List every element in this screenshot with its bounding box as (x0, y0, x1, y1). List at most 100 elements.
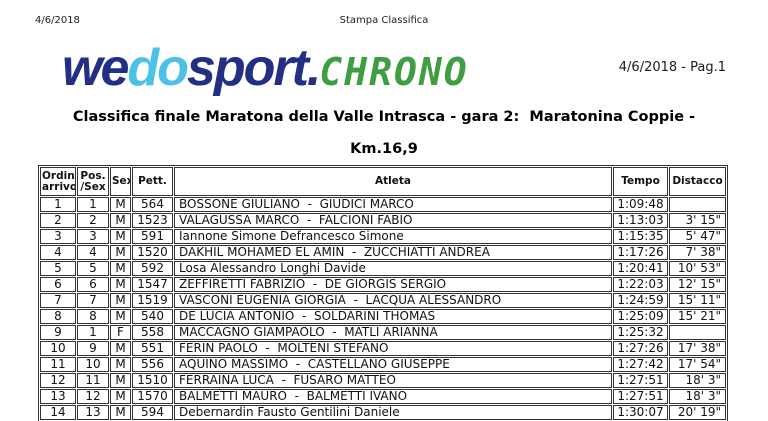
cell-sex: M (110, 213, 131, 228)
cell-sex: M (110, 293, 131, 308)
cell-sex: M (110, 309, 131, 324)
cell-distacco: 18' 3" (669, 389, 726, 404)
cell-tempo: 1:25:32 (613, 325, 668, 340)
cell-pett: 1519 (132, 293, 173, 308)
cell-atleta: DE LUCIA ANTONIO - SOLDARINI THOMAS (174, 309, 612, 324)
cell-ordine-arrivo: 1 (40, 197, 76, 212)
cell-sex: M (110, 277, 131, 292)
cell-atleta: Iannone Simone Defrancesco Simone (174, 229, 612, 244)
cell-ordine-arrivo: 11 (40, 357, 76, 372)
cell-tempo: 1:24:59 (613, 293, 668, 308)
date-page-number: 4/6/2018 - Pag.1 (618, 60, 726, 75)
table-row: 12 11 M 1510 FERRAINA LUCA - FUSARO MATT… (40, 373, 726, 388)
cell-pos-sex: 4 (77, 245, 109, 260)
cell-pett: 556 (132, 357, 173, 372)
table-row: 2 2 M 1523 VALAGUSSA MARCO - FALCIONI FA… (40, 213, 726, 228)
logo-we: we (62, 39, 129, 97)
cell-atleta: FERIN PAOLO - MOLTENI STEFANO (174, 341, 612, 356)
cell-pett: 1570 (132, 389, 173, 404)
cell-atleta: VALAGUSSA MARCO - FALCIONI FABIO (174, 213, 612, 228)
cell-pett: 558 (132, 325, 173, 340)
cell-pos-sex: 1 (77, 325, 109, 340)
cell-tempo: 1:13:03 (613, 213, 668, 228)
cell-pos-sex: 3 (77, 229, 109, 244)
col-header-distacco: Distacco (669, 167, 726, 196)
cell-distacco: 15' 21" (669, 309, 726, 324)
cell-pett: 1523 (132, 213, 173, 228)
cell-pett: 1510 (132, 373, 173, 388)
cell-sex: F (110, 325, 131, 340)
cell-pos-sex: 5 (77, 261, 109, 276)
table-row: 13 12 M 1570 BALMETTI MAURO - BALMETTI I… (40, 389, 726, 404)
cell-distacco: 3' 15" (669, 213, 726, 228)
cell-pos-sex: 13 (77, 405, 109, 420)
cell-pett: 1520 (132, 245, 173, 260)
cell-atleta: VASCONI EUGENIA GIORGIA - LACQUA ALESSAN… (174, 293, 612, 308)
cell-distacco: 20' 19" (669, 405, 726, 420)
cell-ordine-arrivo: 2 (40, 213, 76, 228)
cell-pos-sex: 8 (77, 309, 109, 324)
col-header-sex: Sex (110, 167, 131, 196)
logo-do: do (127, 39, 189, 97)
cell-distacco: 10' 53" (669, 261, 726, 276)
cell-distacco: 17' 54" (669, 357, 726, 372)
cell-ordine-arrivo: 14 (40, 405, 76, 420)
cell-atleta: AQUINO MASSIMO - CASTELLANO GIUSEPPE (174, 357, 612, 372)
table-row: 1 1 M 564 BOSSONE GIULIANO - GIUDICI MAR… (40, 197, 726, 212)
cell-distacco: 18' 3" (669, 373, 726, 388)
cell-sex: M (110, 405, 131, 420)
cell-pett: 591 (132, 229, 173, 244)
cell-pos-sex: 1 (77, 197, 109, 212)
cell-ordine-arrivo: 10 (40, 341, 76, 356)
cell-pett: 594 (132, 405, 173, 420)
cell-atleta: DAKHIL MOHAMED EL AMIN - ZUCCHIATTI ANDR… (174, 245, 612, 260)
cell-tempo: 1:25:09 (613, 309, 668, 324)
cell-ordine-arrivo: 13 (40, 389, 76, 404)
cell-ordine-arrivo: 3 (40, 229, 76, 244)
print-header-title: Stampa Classifica (339, 15, 429, 26)
print-header-date: 4/6/2018 (35, 15, 80, 26)
cell-sex: M (110, 341, 131, 356)
cell-tempo: 1:27:51 (613, 373, 668, 388)
cell-pos-sex: 11 (77, 373, 109, 388)
logo-sport: sport (186, 39, 309, 97)
cell-distacco (669, 325, 726, 340)
cell-pett: 1547 (132, 277, 173, 292)
cell-pos-sex: 7 (77, 293, 109, 308)
cell-distacco: 17' 38" (669, 341, 726, 356)
cell-sex: M (110, 373, 131, 388)
col-header-atleta: Atleta (174, 167, 612, 196)
cell-pett: 564 (132, 197, 173, 212)
table-row: 14 13 M 594 Debernardin Fausto Gentilini… (40, 405, 726, 420)
cell-atleta: Debernardin Fausto Gentilini Daniele (174, 405, 612, 420)
cell-sex: M (110, 389, 131, 404)
col-header-pos-sex: Pos./Sex (77, 167, 109, 196)
cell-sex: M (110, 197, 131, 212)
cell-atleta: BOSSONE GIULIANO - GIUDICI MARCO (174, 197, 612, 212)
cell-distacco: 7' 38" (669, 245, 726, 260)
cell-pett: 592 (132, 261, 173, 276)
col-header-tempo: Tempo (613, 167, 668, 196)
cell-ordine-arrivo: 12 (40, 373, 76, 388)
cell-tempo: 1:27:51 (613, 389, 668, 404)
cell-ordine-arrivo: 6 (40, 277, 76, 292)
cell-sex: M (110, 261, 131, 276)
table-row: 6 6 M 1547 ZEFFIRETTI FABRIZIO - DE GIOR… (40, 277, 726, 292)
cell-pos-sex: 12 (77, 389, 109, 404)
results-table: Ordinearrivo Pos./Sex Sex Pett. Atleta T… (38, 165, 728, 421)
cell-tempo: 1:30:07 (613, 405, 668, 420)
table-row: 3 3 M 591 Iannone Simone Defrancesco Sim… (40, 229, 726, 244)
col-header-ordine-arrivo: Ordinearrivo (40, 167, 76, 196)
table-row: 4 4 M 1520 DAKHIL MOHAMED EL AMIN - ZUCC… (40, 245, 726, 260)
cell-pos-sex: 6 (77, 277, 109, 292)
cell-ordine-arrivo: 4 (40, 245, 76, 260)
cell-atleta: BALMETTI MAURO - BALMETTI IVANO (174, 389, 612, 404)
cell-pos-sex: 2 (77, 213, 109, 228)
col-header-pett: Pett. (132, 167, 173, 196)
cell-atleta: ZEFFIRETTI FABRIZIO - DE GIORGIS SERGIO (174, 277, 612, 292)
cell-tempo: 1:17:26 (613, 245, 668, 260)
cell-pett: 540 (132, 309, 173, 324)
results-table-header: Ordinearrivo Pos./Sex Sex Pett. Atleta T… (40, 167, 726, 196)
cell-pos-sex: 9 (77, 341, 109, 356)
